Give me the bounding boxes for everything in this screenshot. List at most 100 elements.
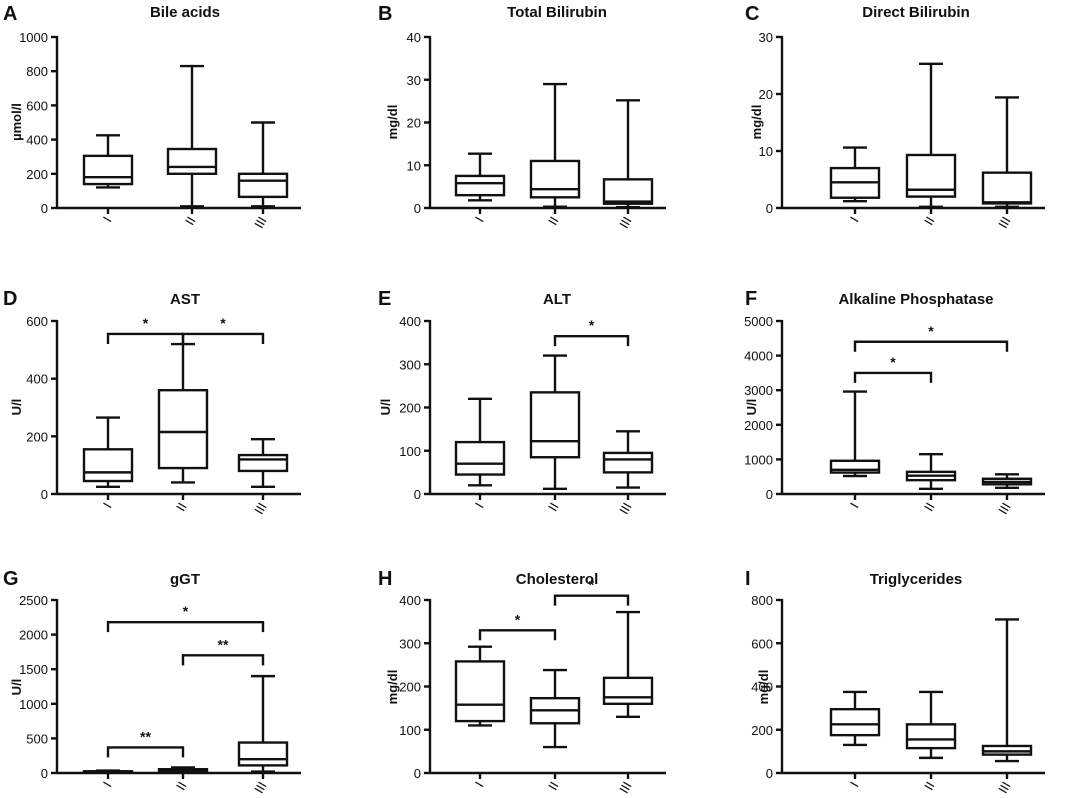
significance-label: ** [140,728,151,744]
iqr-box [829,708,881,737]
box-I [454,645,506,727]
y-tick-label: 400 [26,133,48,148]
chart-title: Bile acids [150,4,220,21]
box-I [454,397,506,487]
panel-letter: H [378,568,392,590]
iqr-box [237,172,289,199]
box-III [602,610,654,718]
significance-label: * [928,323,934,339]
chart-title: AST [170,291,200,308]
x-tick-label: II [173,500,190,514]
y-tick-label: 0 [766,487,773,502]
significance-bracket [181,654,265,666]
box-II [529,668,581,749]
box-III [237,674,289,773]
panel-letter: B [378,3,392,25]
y-tick-label: 0 [414,766,421,781]
x-tick-label: II [173,779,190,793]
box-III [237,438,289,488]
iqr-box [157,389,209,470]
y-tick-label: 400 [751,680,773,695]
x-tick-label: I [100,214,115,225]
y-tick-label: 200 [399,401,421,416]
iqr-box [166,147,218,176]
significance-bracket [553,334,630,347]
iqr-box [602,676,654,705]
iqr-box [454,660,506,723]
panel-letter: C [745,3,759,25]
significance-bracket [853,371,933,383]
y-tick-label: 0 [414,201,421,216]
x-tick-label: III [251,214,269,231]
y-axis-label: U/l [744,399,759,416]
chart-title: Triglycerides [870,571,963,588]
y-tick-label: 0 [414,487,421,502]
y-tick-label: 200 [399,680,421,695]
x-tick-label: I [100,779,115,790]
significance-label: * [515,611,521,627]
box-III [237,121,289,208]
box-II [905,690,957,760]
y-tick-label: 30 [759,30,773,45]
chart-title: Cholesterol [516,571,599,588]
x-tick-label: II [921,500,938,514]
significance-label: * [589,577,595,593]
panel-letter: A [3,3,17,25]
iqr-box [237,453,289,473]
y-tick-label: 10 [759,144,773,159]
y-tick-label: 2000 [744,418,773,433]
iqr-box [82,154,134,186]
x-tick-label: II [545,779,562,793]
y-tick-label: 0 [766,201,773,216]
chart-title: ALT [543,291,571,308]
y-axis-label: mg/dl [749,105,764,140]
y-tick-label: 200 [26,167,48,182]
panel-letter: D [3,288,17,310]
box-II [157,342,209,484]
y-tick-label: 300 [399,636,421,651]
iqr-box [905,723,957,750]
y-tick-label: 1000 [19,30,48,45]
x-tick-label: III [251,779,269,796]
y-axis-label: mg/dl [756,670,771,705]
y-tick-label: 800 [26,64,48,79]
significance-bracket [853,340,1009,352]
x-tick-label: II [545,500,562,514]
y-axis-label: mg/dl [385,670,400,705]
y-tick-label: 30 [407,73,421,88]
iqr-box [602,451,654,474]
iqr-box [454,440,506,476]
significance-bracket [181,332,265,344]
x-tick-label: III [995,214,1013,231]
iqr-box [82,448,134,483]
box-III [981,96,1033,209]
y-tick-label: 600 [26,314,48,329]
x-tick-label: III [616,500,634,517]
y-axis-label: µmol/l [9,103,24,141]
box-I [829,146,881,203]
significance-label: * [143,315,149,331]
panel-letter: F [745,288,757,310]
y-tick-label: 1500 [19,662,48,677]
y-tick-label: 4000 [744,349,773,364]
x-tick-label: I [847,779,862,790]
x-tick-label: III [616,779,634,796]
iqr-box [529,391,581,459]
y-tick-label: 10 [407,158,421,173]
x-tick-label: I [847,500,862,511]
y-tick-label: 1000 [744,452,773,467]
box-III [981,473,1033,489]
box-III [602,99,654,209]
panel-letter: I [745,568,751,590]
chart-title: Alkaline Phosphatase [838,291,993,308]
chart-title: gGT [170,571,200,588]
x-tick-label: I [847,214,862,225]
box-I [829,390,881,478]
y-tick-label: 1000 [19,697,48,712]
